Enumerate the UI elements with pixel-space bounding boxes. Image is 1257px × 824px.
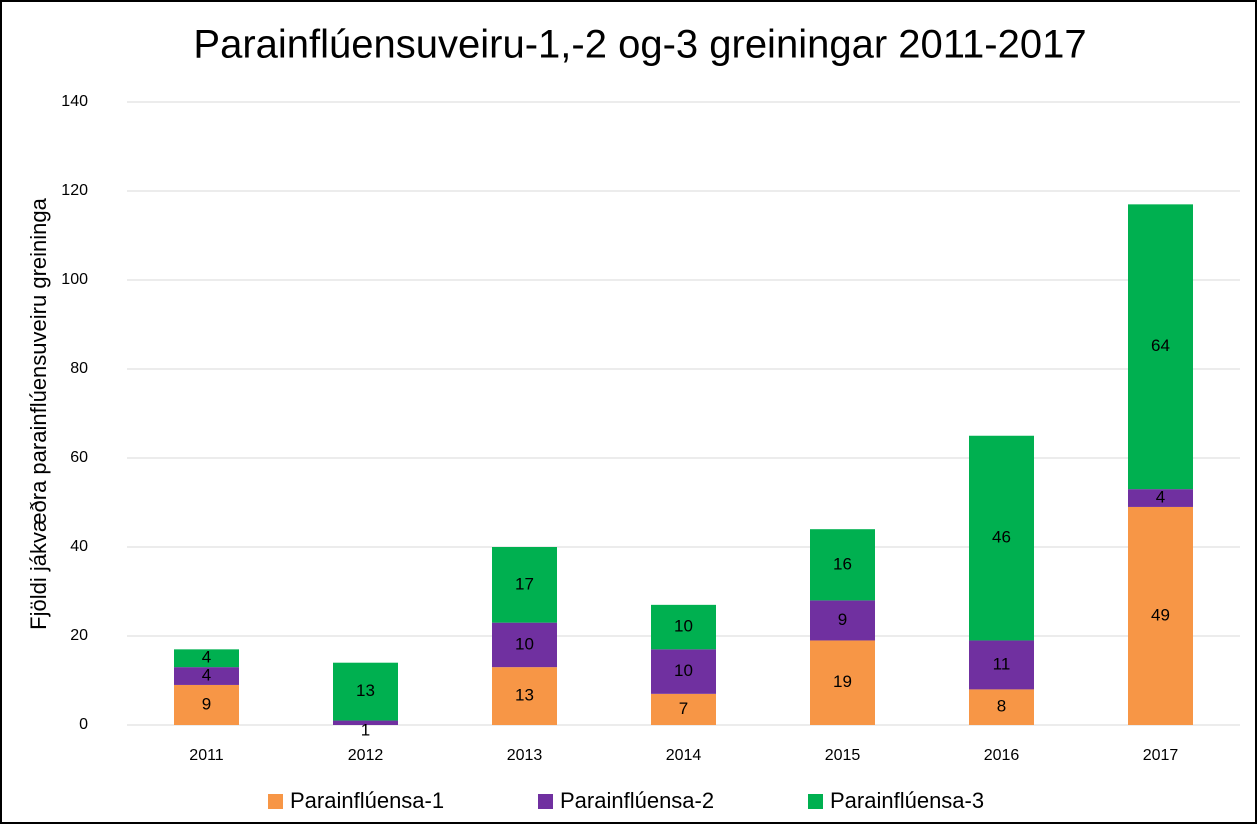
legend-swatch: [808, 794, 823, 809]
bar-segment: [1128, 489, 1193, 507]
bar-segment: [174, 649, 239, 668]
bar-segment: [492, 547, 557, 623]
bar-segment: [333, 662, 398, 721]
data-label: 49: [1151, 605, 1170, 624]
bar-segment: [174, 667, 239, 685]
legend-label: Parainflúensa-2: [560, 788, 714, 813]
data-label: 10: [674, 617, 693, 636]
y-tick-label: 80: [70, 360, 88, 377]
y-tick-label: 20: [70, 627, 88, 644]
bar-segment: [969, 640, 1034, 690]
bar-segment: [333, 720, 398, 725]
bar-segment: [651, 693, 716, 725]
data-label: 64: [1151, 336, 1170, 355]
data-label: 9: [202, 694, 211, 713]
y-tick-label: 40: [70, 538, 88, 555]
bar-segment: [810, 529, 875, 601]
y-tick-label: 140: [61, 93, 88, 110]
data-label: 46: [992, 528, 1011, 547]
bar-segment: [651, 649, 716, 694]
bar-segment: [492, 667, 557, 725]
legend-swatch: [268, 794, 283, 809]
legend-label: Parainflúensa-3: [830, 788, 984, 813]
x-tick-label: 2015: [825, 747, 861, 764]
x-tick-label: 2016: [984, 747, 1020, 764]
data-label: 10: [674, 661, 693, 680]
y-tick-label: 120: [61, 182, 88, 199]
bar-segment: [1128, 506, 1193, 725]
legend-swatch: [538, 794, 553, 809]
data-label: 10: [515, 634, 534, 653]
legend-label: Parainflúensa-1: [290, 788, 444, 813]
bar-segment: [810, 600, 875, 641]
data-label: 17: [515, 574, 534, 593]
data-label: 1: [361, 720, 370, 739]
x-tick-label: 2011: [189, 747, 224, 764]
bar-segment: [969, 689, 1034, 725]
data-label: 16: [833, 554, 852, 573]
data-label: 4: [1156, 488, 1165, 507]
bar-segment: [810, 640, 875, 725]
data-label: 7: [679, 699, 688, 718]
x-tick-label: 2013: [507, 747, 543, 764]
bar-segment: [174, 684, 239, 725]
y-axis-label: Fjöldi jákvæðra parainflúensuveiru grein…: [26, 197, 51, 629]
x-tick-label: 2014: [666, 747, 702, 764]
data-label: 11: [993, 654, 1011, 673]
bar-segment: [492, 622, 557, 668]
bar-segment: [1128, 204, 1193, 490]
data-label: 9: [838, 610, 847, 629]
y-tick-label: 60: [70, 449, 88, 466]
bar-segment: [969, 435, 1034, 641]
data-label: 4: [202, 666, 211, 685]
bar-segment: [651, 604, 716, 650]
chart-title: Parainflúensuveiru-1,-2 og-3 greiningar …: [193, 23, 1086, 67]
y-tick-label: 100: [61, 271, 88, 288]
y-tick-label: 0: [79, 716, 88, 733]
data-label: 13: [356, 681, 375, 700]
data-label: 19: [833, 672, 852, 691]
x-tick-label: 2012: [348, 747, 384, 764]
data-label: 4: [202, 648, 211, 667]
x-tick-label: 2017: [1143, 747, 1179, 764]
data-label: 8: [997, 697, 1006, 716]
data-label: 13: [515, 686, 534, 705]
